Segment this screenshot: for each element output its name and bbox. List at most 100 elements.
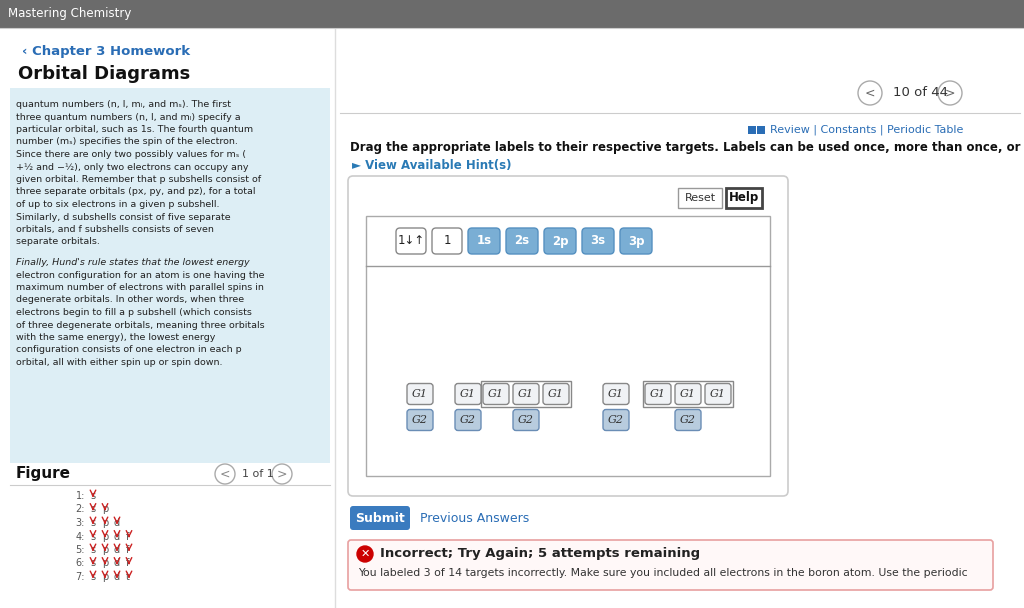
Text: separate orbitals.: separate orbitals. — [16, 238, 100, 246]
Text: s: s — [90, 559, 95, 568]
FancyBboxPatch shape — [483, 384, 509, 404]
Text: s: s — [90, 545, 95, 555]
FancyBboxPatch shape — [543, 384, 569, 404]
Text: electrons begin to fill a p subshell (which consists: electrons begin to fill a p subshell (wh… — [16, 308, 252, 317]
FancyBboxPatch shape — [513, 410, 539, 430]
Text: G1: G1 — [518, 389, 534, 399]
FancyBboxPatch shape — [350, 506, 410, 530]
Text: ✕: ✕ — [360, 549, 370, 559]
Text: of up to six electrons in a given p subshell.: of up to six electrons in a given p subs… — [16, 200, 219, 209]
Text: s: s — [90, 518, 95, 528]
FancyBboxPatch shape — [544, 228, 575, 254]
Text: d: d — [114, 545, 120, 555]
Text: f: f — [126, 545, 129, 555]
FancyBboxPatch shape — [603, 410, 629, 430]
Text: Drag the appropriate labels to their respective targets. Labels can be used once: Drag the appropriate labels to their res… — [350, 142, 1024, 154]
Text: number (mₛ) specifies the spin of the electron.: number (mₛ) specifies the spin of the el… — [16, 137, 238, 147]
Text: 1 of 1: 1 of 1 — [242, 469, 273, 479]
Circle shape — [938, 81, 962, 105]
Text: f: f — [126, 559, 129, 568]
Text: 1↓↑: 1↓↑ — [397, 235, 425, 247]
FancyBboxPatch shape — [582, 228, 614, 254]
Text: p: p — [102, 559, 109, 568]
Text: +½ and −½), only two electrons can occupy any: +½ and −½), only two electrons can occup… — [16, 162, 249, 171]
Text: 4:: 4: — [76, 531, 85, 542]
Text: <: < — [864, 86, 876, 100]
Text: G1: G1 — [488, 389, 504, 399]
Text: G1: G1 — [650, 389, 666, 399]
Text: p: p — [102, 545, 109, 555]
Text: s: s — [90, 531, 95, 542]
FancyBboxPatch shape — [396, 228, 426, 254]
Text: p: p — [102, 518, 109, 528]
Text: 2p: 2p — [552, 235, 568, 247]
FancyBboxPatch shape — [348, 540, 993, 590]
FancyBboxPatch shape — [675, 410, 701, 430]
Text: Review | Constants | Periodic Table: Review | Constants | Periodic Table — [770, 125, 964, 135]
Circle shape — [357, 546, 373, 562]
Text: G1: G1 — [680, 389, 696, 399]
Text: ► View Available Hint(s): ► View Available Hint(s) — [352, 159, 512, 171]
Text: 3p: 3p — [628, 235, 644, 247]
Bar — [481, 381, 571, 407]
Text: Finally, Hund's rule states that the lowest energy: Finally, Hund's rule states that the low… — [16, 258, 250, 267]
Text: Previous Answers: Previous Answers — [420, 511, 529, 525]
Text: 5:: 5: — [76, 545, 85, 555]
FancyBboxPatch shape — [348, 176, 788, 496]
Text: G2: G2 — [608, 415, 624, 425]
FancyBboxPatch shape — [407, 384, 433, 404]
Circle shape — [858, 81, 882, 105]
Text: 3:: 3: — [76, 518, 85, 528]
Text: 7:: 7: — [76, 572, 85, 582]
Text: d: d — [114, 518, 120, 528]
FancyBboxPatch shape — [468, 228, 500, 254]
Bar — [748, 126, 756, 134]
Text: Similarly, d subshells consist of five separate: Similarly, d subshells consist of five s… — [16, 213, 230, 221]
FancyBboxPatch shape — [455, 384, 481, 404]
Text: orbitals, and f subshells consists of seven: orbitals, and f subshells consists of se… — [16, 225, 214, 234]
Circle shape — [272, 464, 292, 484]
FancyBboxPatch shape — [705, 384, 731, 404]
Text: G2: G2 — [680, 415, 696, 425]
Text: orbital, all with either spin up or spin down.: orbital, all with either spin up or spin… — [16, 358, 222, 367]
FancyBboxPatch shape — [620, 228, 652, 254]
Text: of three degenerate orbitals, meaning three orbitals: of three degenerate orbitals, meaning th… — [16, 320, 264, 330]
Text: Submit: Submit — [355, 511, 404, 525]
Text: p: p — [102, 505, 109, 514]
Text: given orbital. Remember that p subshells consist of: given orbital. Remember that p subshells… — [16, 175, 261, 184]
Text: 6:: 6: — [76, 559, 85, 568]
Text: d: d — [114, 559, 120, 568]
Text: 10 of 44: 10 of 44 — [893, 86, 948, 100]
Text: G1: G1 — [548, 389, 564, 399]
Text: 1: 1 — [443, 235, 451, 247]
Text: with the same energy), the lowest energy: with the same energy), the lowest energy — [16, 333, 215, 342]
FancyBboxPatch shape — [455, 410, 481, 430]
Text: Orbital Diagrams: Orbital Diagrams — [18, 65, 190, 83]
Text: G2: G2 — [412, 415, 428, 425]
Text: Since there are only two possibly values for mₛ (: Since there are only two possibly values… — [16, 150, 246, 159]
Bar — [0, 0, 1024, 28]
Text: p: p — [102, 572, 109, 582]
Text: 2s: 2s — [514, 235, 529, 247]
Text: three separate orbitals (px, py, and pz), for a total: three separate orbitals (px, py, and pz)… — [16, 187, 256, 196]
Text: maximum number of electrons with parallel spins in: maximum number of electrons with paralle… — [16, 283, 264, 292]
Text: G2: G2 — [460, 415, 476, 425]
Text: <: < — [220, 468, 230, 480]
Bar — [726, 188, 762, 208]
Text: quantum numbers (n, l, mₗ, and mₛ). The first: quantum numbers (n, l, mₗ, and mₛ). The … — [16, 100, 231, 109]
Text: d: d — [114, 572, 120, 582]
Text: G1: G1 — [608, 389, 624, 399]
Text: electron configuration for an atom is one having the: electron configuration for an atom is on… — [16, 271, 264, 280]
Bar — [643, 381, 733, 407]
Bar — [366, 216, 770, 476]
Circle shape — [215, 464, 234, 484]
FancyBboxPatch shape — [513, 384, 539, 404]
Text: Incorrect; Try Again; 5 attempts remaining: Incorrect; Try Again; 5 attempts remaini… — [380, 547, 700, 559]
Text: particular orbital, such as 1s. The fourth quantum: particular orbital, such as 1s. The four… — [16, 125, 253, 134]
Text: Figure: Figure — [16, 466, 71, 481]
Text: ‹ Chapter 3 Homework: ‹ Chapter 3 Homework — [22, 46, 190, 58]
FancyBboxPatch shape — [506, 228, 538, 254]
Text: configuration consists of one electron in each p: configuration consists of one electron i… — [16, 345, 242, 354]
Text: p: p — [102, 531, 109, 542]
Text: s: s — [90, 505, 95, 514]
